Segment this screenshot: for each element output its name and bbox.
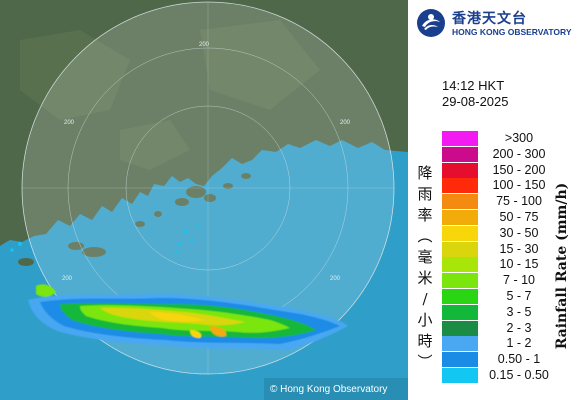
radar-time: 14:12 HKT — [442, 78, 505, 93]
legend-label: 1 - 2 — [506, 336, 532, 351]
legend-row: 0.15 - 0.50 — [442, 367, 566, 384]
legend-label: 100 - 150 — [492, 178, 546, 193]
legend-swatch — [442, 257, 478, 273]
legend-swatch — [442, 320, 478, 336]
hko-logo: 香港天文台 HONG KONG OBSERVATORY — [414, 6, 574, 42]
legend-label: 10 - 15 — [499, 257, 539, 272]
logo-english-text: HONG KONG OBSERVATORY — [452, 27, 572, 37]
legend-label: 50 - 75 — [499, 209, 539, 224]
legend-label: >300 — [504, 131, 534, 145]
legend-label: 5 - 7 — [506, 288, 532, 303]
legend-swatch — [442, 304, 478, 320]
legend-swatch — [442, 367, 478, 383]
legend-label: 0.15 - 0.50 — [489, 367, 549, 382]
legend-swatch — [442, 225, 478, 241]
scattered-echoes — [10, 224, 200, 254]
copyright-backdrop — [264, 378, 408, 400]
legend-label: 150 - 200 — [492, 162, 546, 177]
legend-row: 50 - 75 — [442, 209, 566, 226]
legend-swatch — [442, 241, 478, 257]
land-texture — [20, 20, 320, 170]
hko-emblem-icon — [417, 9, 445, 37]
legend-swatch — [442, 336, 478, 352]
ring-label-nw: 200 — [64, 120, 75, 126]
legend-row: 1 - 2 — [442, 336, 566, 352]
legend-row: 200 - 300 — [442, 146, 566, 163]
legend-label: 0.50 - 1 — [497, 352, 541, 367]
legend-swatch — [442, 352, 478, 368]
legend-swatch — [442, 288, 478, 304]
radar-date: 29-08-2025 — [442, 94, 509, 109]
legend-row: 10 - 15 — [442, 257, 566, 273]
legend-swatch — [442, 178, 478, 194]
legend-swatch — [442, 162, 478, 178]
islands — [18, 173, 251, 266]
legend-label: 30 - 50 — [499, 225, 539, 240]
legend-title-english: Rainfall Rate (mm/h) — [554, 182, 570, 350]
legend-row: 30 - 50 — [442, 225, 566, 242]
legend-row: 7 - 10 — [442, 273, 566, 289]
radar-map-canvas: 200 200 200 200 200 200 — [0, 0, 408, 400]
legend-swatch — [442, 131, 478, 146]
legend-panel: 香港天文台 HONG KONG OBSERVATORY 14:12 HKT 29… — [408, 0, 577, 400]
copyright-text: © Hong Kong Observatory — [270, 384, 388, 395]
ring-label-sw: 200 — [62, 276, 73, 282]
legend-row: 75 - 100 — [442, 194, 566, 210]
legend-label: 3 - 5 — [506, 304, 532, 319]
legend-title-chinese: 降雨率 ︵ 毫米 / 小時 ︶ — [417, 164, 433, 371]
ring-label-n: 200 — [199, 42, 210, 48]
legend-swatch — [442, 273, 478, 289]
legend-label: 7 - 10 — [503, 273, 535, 288]
legend-row: 0.50 - 1 — [442, 352, 566, 368]
legend-row: 150 - 200 — [442, 162, 566, 179]
legend-label: 2 - 3 — [506, 320, 532, 335]
rainfall-legend: >300 200 - 300 150 - 200 100 - 150 75 - 100 5… — [442, 131, 566, 384]
ring-label-se: 200 — [330, 276, 341, 282]
legend-swatch — [442, 146, 478, 162]
ring-label-ne: 200 — [340, 120, 351, 126]
legend-row: 100 - 150 — [442, 178, 566, 194]
legend-row: 5 - 7 — [442, 288, 566, 305]
legend-row: 3 - 5 — [442, 304, 566, 321]
legend-row: 15 - 30 — [442, 241, 566, 258]
legend-row: 2 - 3 — [442, 320, 566, 337]
legend-swatch — [442, 209, 478, 225]
logo-chinese-text: 香港天文台 — [452, 11, 527, 27]
legend-title-english-container: Rainfall Rate (mm/h) — [550, 166, 574, 366]
legend-row: >300 — [442, 131, 566, 147]
legend-label: 75 - 100 — [496, 194, 542, 209]
radar-map: 200 200 200 200 200 200 — [0, 0, 408, 400]
legend-swatch — [442, 194, 478, 210]
legend-label: 200 - 300 — [492, 146, 546, 161]
legend-label: 15 - 30 — [499, 241, 539, 256]
rain-band — [28, 284, 348, 350]
